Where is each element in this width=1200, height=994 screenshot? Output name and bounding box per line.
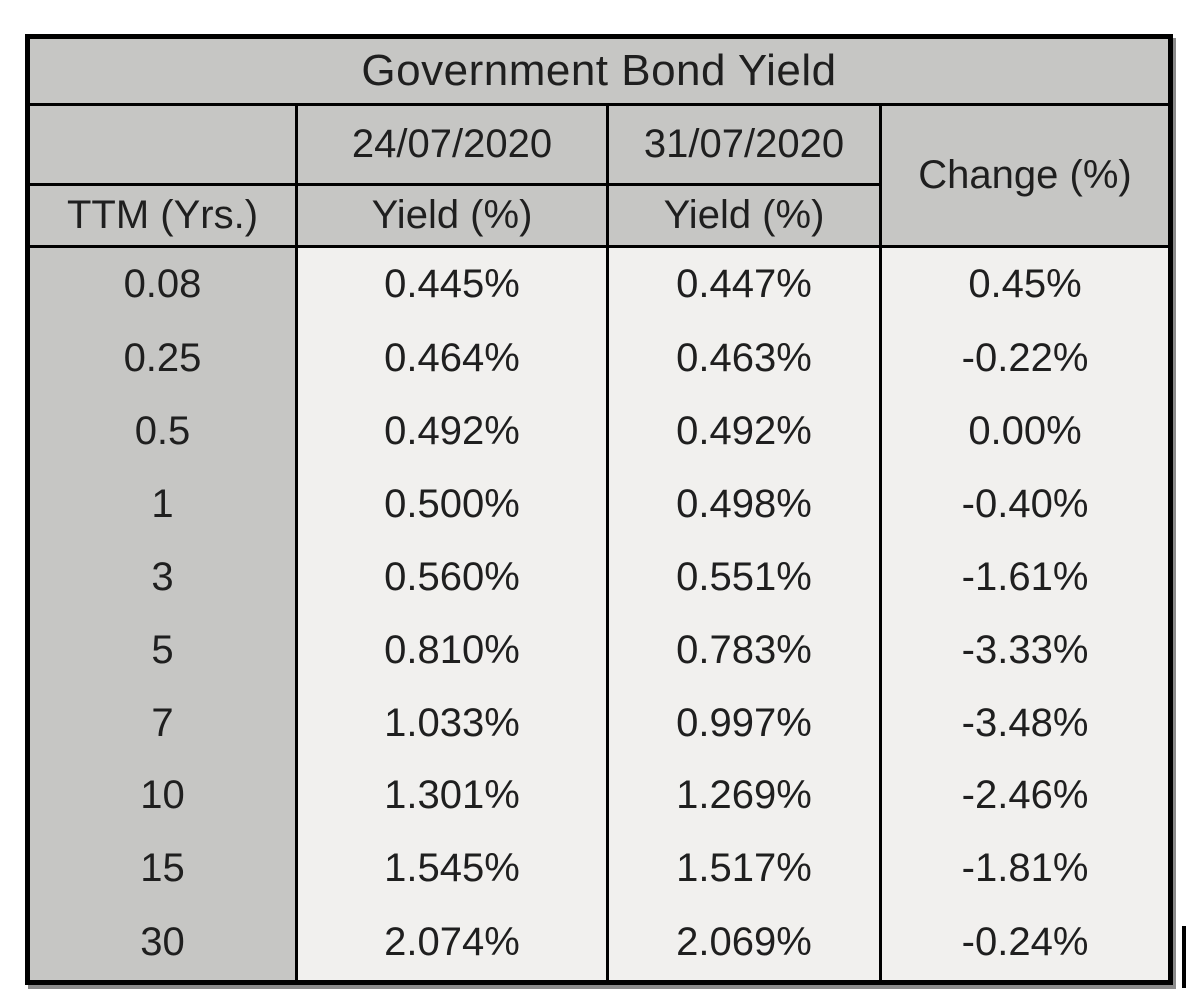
cell-yield-24-07-2020: 2.074% <box>295 905 609 983</box>
col-header-date-2: 31/07/2020 <box>606 103 882 186</box>
cell-yield-24-07-2020: 0.560% <box>295 540 609 614</box>
cell-yield-31-07-2020: 0.463% <box>606 321 882 395</box>
cell-ttm: 7 <box>26 686 298 760</box>
table-row: 10 1.301% 1.269% -2.46% <box>26 759 1173 833</box>
cell-change: -2.46% <box>878 759 1173 833</box>
table-row: 0.5 0.492% 0.492% 0.00% <box>26 394 1173 468</box>
cell-ttm: 5 <box>26 613 298 687</box>
cell-change: -3.33% <box>878 613 1173 687</box>
cell-ttm: 15 <box>26 832 298 906</box>
cell-ttm: 0.08 <box>26 246 298 322</box>
cursor-artifact-line <box>1182 926 1186 988</box>
cell-ttm: 30 <box>26 905 298 983</box>
bond-yield-table-container: Government Bond Yield 24/07/2020 31/07/2… <box>25 34 1174 985</box>
col-header-date-1: 24/07/2020 <box>295 103 609 186</box>
cell-yield-31-07-2020: 0.997% <box>606 686 882 760</box>
cell-change: -3.48% <box>878 686 1173 760</box>
cell-yield-31-07-2020: 0.492% <box>606 394 882 468</box>
cell-ttm: 1 <box>26 467 298 541</box>
cell-ttm: 10 <box>26 759 298 833</box>
cell-yield-31-07-2020: 0.447% <box>606 246 882 322</box>
cell-yield-24-07-2020: 0.492% <box>295 394 609 468</box>
cell-ttm: 0.5 <box>26 394 298 468</box>
cell-change: -1.81% <box>878 832 1173 906</box>
cell-yield-24-07-2020: 1.301% <box>295 759 609 833</box>
table-body: 0.08 0.445% 0.447% 0.45% 0.25 0.464% 0.463% -0.… <box>26 246 1173 983</box>
cell-change: -0.22% <box>878 321 1173 395</box>
cell-change: -1.61% <box>878 540 1173 614</box>
cell-yield-24-07-2020: 0.464% <box>295 321 609 395</box>
table-row: 15 1.545% 1.517% -1.81% <box>26 832 1173 906</box>
cell-change: 0.45% <box>878 246 1173 322</box>
table-title-row: Government Bond Yield <box>25 35 1173 106</box>
cell-change: 0.00% <box>878 394 1173 468</box>
col-header-yield-1: Yield (%) <box>295 183 609 248</box>
table-date-header-row: 24/07/2020 31/07/2020 Change (%) <box>26 103 1173 248</box>
cell-yield-31-07-2020: 2.069% <box>606 905 882 983</box>
cell-yield-24-07-2020: 0.500% <box>295 467 609 541</box>
cell-yield-31-07-2020: 0.551% <box>606 540 882 614</box>
table-row: 30 2.074% 2.069% -0.24% <box>26 905 1173 983</box>
cell-yield-24-07-2020: 1.033% <box>295 686 609 760</box>
cell-yield-24-07-2020: 1.545% <box>295 832 609 906</box>
cell-yield-31-07-2020: 1.517% <box>606 832 882 906</box>
table-row: 7 1.033% 0.997% -3.48% <box>26 686 1173 760</box>
table-row: 5 0.810% 0.783% -3.33% <box>26 613 1173 687</box>
cell-yield-31-07-2020: 1.269% <box>606 759 882 833</box>
table-row: 1 0.500% 0.498% -0.40% <box>26 467 1173 541</box>
government-bond-yield-table: Government Bond Yield 24/07/2020 31/07/2… <box>25 34 1174 985</box>
col-header-ttm: TTM (Yrs.) <box>26 183 298 248</box>
cell-yield-31-07-2020: 0.498% <box>606 467 882 541</box>
cell-yield-31-07-2020: 0.783% <box>606 613 882 687</box>
cell-change: -0.40% <box>878 467 1173 541</box>
cell-yield-24-07-2020: 0.445% <box>295 246 609 322</box>
table-sub-header-row: TTM (Yrs.) Yield (%) Yield (%) <box>26 183 1171 248</box>
cell-ttm: 3 <box>26 540 298 614</box>
empty-header-cell <box>26 103 298 186</box>
cell-yield-24-07-2020: 0.810% <box>295 613 609 687</box>
table-row: 0.25 0.464% 0.463% -0.22% <box>26 321 1173 395</box>
col-header-change: Change (%) <box>878 103 1173 248</box>
table-row: 3 0.560% 0.551% -1.61% <box>26 540 1173 614</box>
cell-change: -0.24% <box>878 905 1173 983</box>
table-row: 0.08 0.445% 0.447% 0.45% <box>26 246 1173 322</box>
table-title: Government Bond Yield <box>25 35 1173 106</box>
col-header-yield-2: Yield (%) <box>606 183 882 248</box>
cell-ttm: 0.25 <box>26 321 298 395</box>
